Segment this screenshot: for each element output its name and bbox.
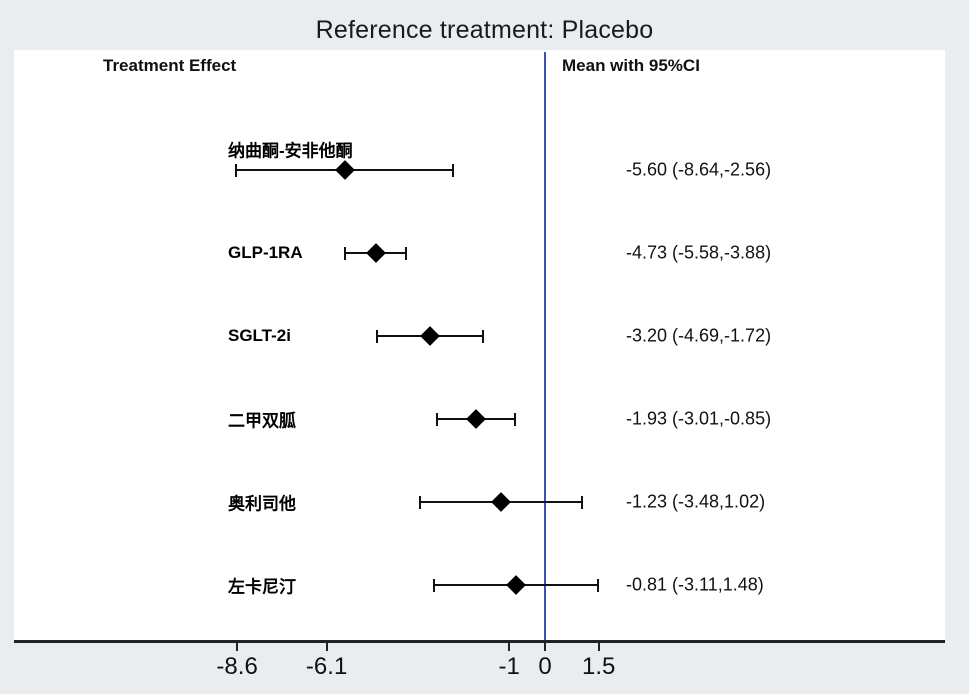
- treatment-label: 纳曲酮-安非他酮: [228, 141, 353, 161]
- ci-value-text: -3.20 (-4.69,-1.72): [626, 325, 772, 346]
- ci-value-text: -4.73 (-5.58,-3.88): [626, 242, 772, 263]
- ci-whisker-low: [419, 496, 422, 509]
- x-tick-label: -6.1: [305, 653, 348, 680]
- treatment-label: GLP-1RA: [228, 243, 303, 262]
- ci-whisker-low: [436, 413, 439, 426]
- ci-whisker-high: [405, 247, 408, 260]
- plot-area: [14, 50, 945, 642]
- x-tick-label: 0: [538, 653, 552, 680]
- x-tick: [325, 643, 328, 651]
- x-tick: [597, 643, 600, 651]
- x-axis-line: [14, 640, 945, 643]
- treatment-label: 奥利司他: [228, 494, 296, 514]
- x-tick-label: -1: [498, 653, 520, 680]
- ci-whisker-low: [234, 164, 237, 177]
- ci-whisker-high: [513, 413, 516, 426]
- chart-title: Reference treatment: Placebo: [315, 16, 654, 44]
- ci-value-text: -0.81 (-3.11,1.48): [626, 574, 764, 595]
- ci-value-text: -1.93 (-3.01,-0.85): [626, 408, 772, 429]
- ci-whisker-low: [432, 579, 435, 592]
- treatment-label: SGLT-2i: [228, 326, 291, 345]
- ci-whisker-high: [452, 164, 455, 177]
- x-tick: [508, 643, 511, 651]
- reference-zero-line: [544, 52, 546, 642]
- ci-whisker-high: [482, 330, 485, 343]
- x-tick: [236, 643, 239, 651]
- x-tick: [544, 643, 546, 651]
- ci-value-text: -1.23 (-3.48,1.02): [626, 491, 766, 512]
- treatment-label: 二甲双胍: [228, 411, 296, 431]
- ci-value-text: -5.60 (-8.64,-2.56): [626, 159, 772, 180]
- ci-whisker-low: [376, 330, 379, 343]
- treatment-label: 左卡尼汀: [228, 577, 296, 597]
- ci-whisker-high: [596, 579, 599, 592]
- ci-whisker-high: [580, 496, 583, 509]
- ci-whisker-low: [344, 247, 347, 260]
- x-tick-label: -8.6: [216, 653, 258, 680]
- column-header-treatment-effect: Treatment Effect: [103, 56, 237, 75]
- x-tick-label: 1.5: [582, 653, 616, 680]
- column-header-mean-ci: Mean with 95%CI: [562, 56, 700, 75]
